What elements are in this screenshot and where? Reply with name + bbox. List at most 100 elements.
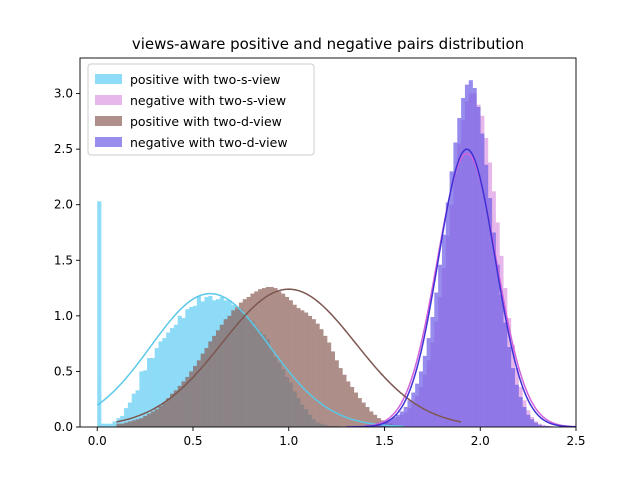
histogram-bar — [219, 324, 224, 427]
histogram-bar — [189, 371, 194, 427]
histogram-bar — [499, 294, 504, 427]
histogram-bar — [495, 264, 500, 427]
x-tick-label: 2.0 — [471, 434, 490, 448]
histogram-bar — [108, 423, 113, 427]
axes: 0.0 0.5 1.0 1.5 2.0 2.5 0.0 0.5 1.0 1.5 2.0 2.5 3.0 — [54, 57, 586, 448]
histogram-bar — [357, 398, 362, 427]
legend-label: positive with two-s-view — [130, 72, 280, 87]
histogram-bar — [434, 292, 439, 427]
histogram-bar — [139, 371, 144, 427]
histogram-bar — [246, 296, 251, 427]
histogram-bar — [231, 310, 236, 427]
histogram-bar — [491, 232, 496, 427]
histogram-bar — [254, 291, 259, 427]
histogram-bar — [288, 300, 293, 427]
histogram-bar — [327, 342, 332, 427]
histogram-bar — [353, 392, 358, 427]
plot-area — [96, 80, 576, 427]
histogram-bar — [399, 411, 404, 427]
histogram-bar — [135, 390, 140, 427]
histogram-bar — [120, 423, 125, 427]
y-tick-label: 2.5 — [54, 142, 73, 156]
histogram-bar — [472, 88, 477, 427]
histogram-bar — [350, 386, 355, 427]
histogram-bar — [116, 418, 121, 427]
histogram-bar — [365, 406, 370, 427]
histogram-bar — [127, 421, 133, 427]
fitted-curve-series-2 — [346, 152, 576, 427]
histogram-bar — [258, 289, 263, 427]
histogram-bar — [250, 293, 255, 427]
fitted-curve-series-3 — [116, 288, 462, 423]
histogram-bar — [143, 370, 148, 427]
histogram-bar — [441, 234, 447, 427]
histogram-bar — [185, 376, 190, 427]
x-tick-label: 1.5 — [375, 434, 394, 448]
histogram-bar — [518, 396, 523, 427]
histogram-bar — [373, 414, 378, 427]
histogram-bar — [131, 393, 136, 427]
histogram-bar — [468, 80, 473, 427]
histogram-bar — [342, 374, 347, 427]
histogram-bar — [530, 419, 535, 427]
histogram-bar — [112, 421, 117, 427]
legend-box — [87, 63, 315, 156]
histogram-bar — [541, 425, 546, 427]
x-tick-label: 2.5 — [566, 434, 585, 448]
histogram-bar — [215, 330, 221, 427]
histogram-bar — [139, 418, 144, 427]
histogram-bar — [208, 341, 213, 427]
plot-frame — [79, 57, 577, 428]
histogram-bar — [484, 164, 489, 427]
histogram-bar — [154, 409, 159, 427]
fitted-curve-series-1 — [96, 292, 404, 427]
histogram-bar — [307, 315, 313, 427]
histogram-bar — [395, 414, 401, 427]
histogram-bar — [388, 419, 393, 427]
histogram-bar — [284, 296, 290, 427]
histogram-bar — [166, 398, 171, 427]
y-tick-label: 0.5 — [54, 364, 73, 378]
histogram-bar — [150, 411, 155, 427]
histogram-bar — [426, 338, 431, 427]
y-tick-label: 1.5 — [54, 253, 73, 267]
histogram-bar — [173, 324, 178, 427]
histogram-bar — [526, 414, 531, 427]
histogram-bar — [227, 315, 232, 427]
histogram-bar — [549, 425, 554, 427]
y-tick-label: 0.0 — [54, 420, 73, 434]
histogram-bar — [438, 264, 443, 427]
histogram-bar — [116, 423, 121, 427]
histogram-bar — [537, 424, 542, 427]
histogram-bar — [158, 405, 163, 427]
histogram-bar — [411, 392, 416, 427]
histogram-bar — [510, 368, 516, 427]
fitted-curve-series-4 — [346, 148, 576, 427]
histogram-bar — [361, 402, 366, 427]
histogram-bar — [135, 419, 140, 427]
histogram-bar — [346, 381, 351, 427]
histogram-bar — [449, 171, 454, 427]
histogram-bar — [300, 310, 305, 427]
histogram-bar — [158, 341, 163, 427]
histogram-bar — [265, 286, 270, 427]
histogram-bar — [162, 338, 167, 427]
histogram-bar — [223, 319, 228, 427]
histogram-bar — [189, 306, 194, 427]
histogram-bar — [514, 384, 519, 427]
histogram-bar — [507, 346, 512, 427]
legend-swatch — [95, 137, 122, 147]
histogram-bar — [418, 371, 424, 427]
histogram-bar — [212, 335, 217, 427]
histogram-bar — [281, 293, 286, 427]
histogram-bar — [464, 84, 470, 427]
histogram-bar — [131, 420, 136, 427]
legend-label: negative with two-s-view — [130, 93, 286, 108]
histogram-bar — [101, 423, 106, 427]
histogram-bar — [453, 142, 458, 427]
histogram-bar — [315, 323, 320, 427]
histogram-bar — [170, 328, 175, 427]
histogram-bar — [545, 425, 550, 427]
legend-swatch — [95, 95, 122, 105]
